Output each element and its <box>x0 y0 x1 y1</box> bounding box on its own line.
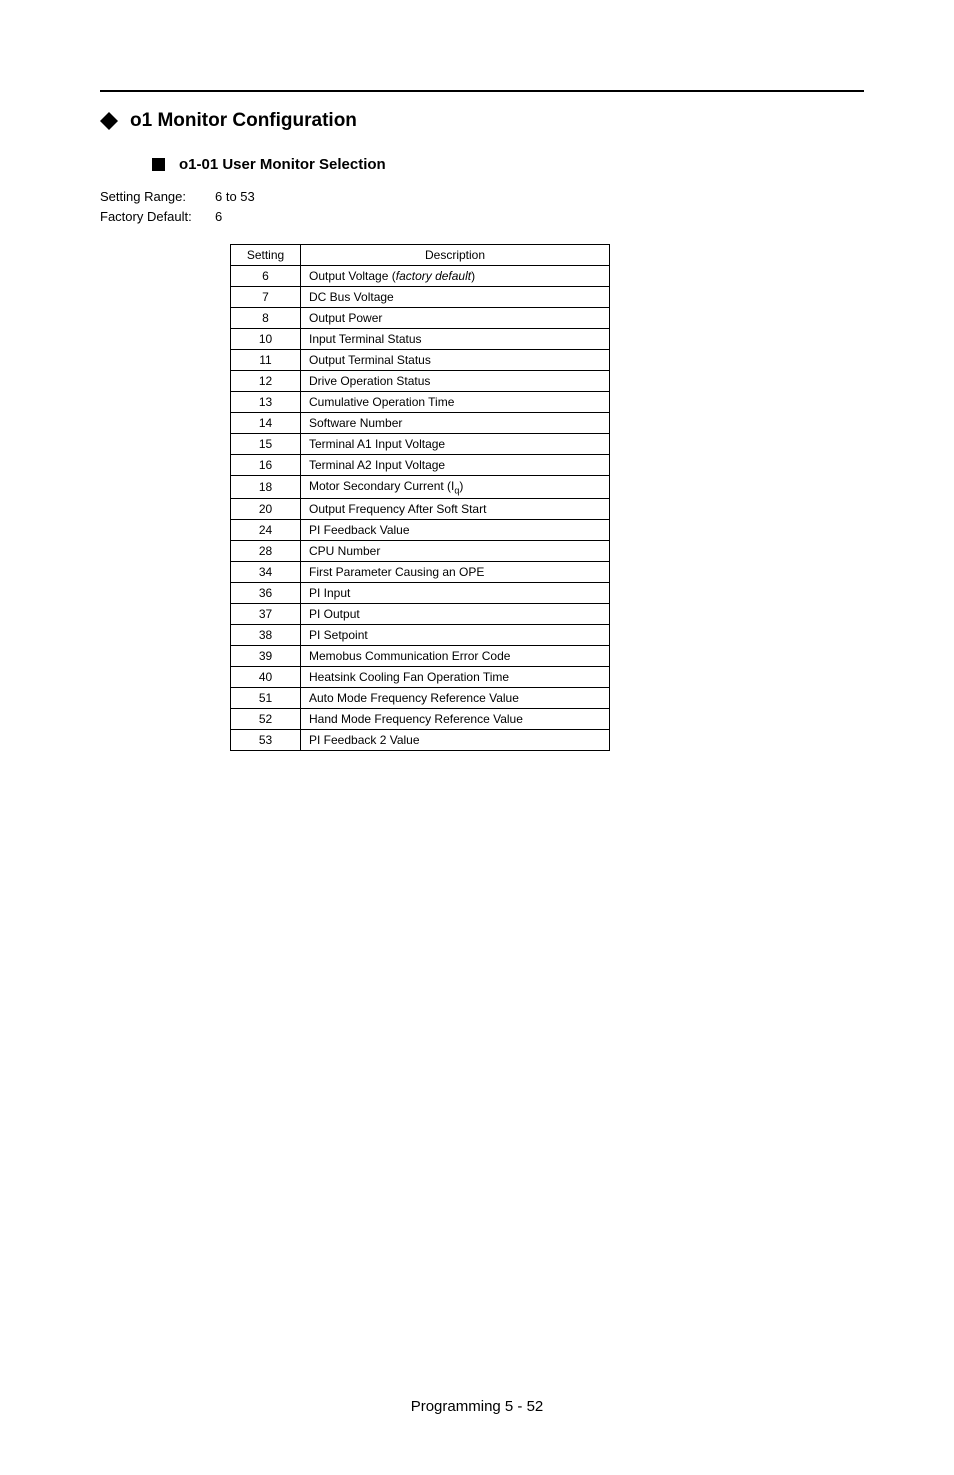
table-row: 37PI Output <box>231 604 610 625</box>
table-cell-setting: 34 <box>231 562 301 583</box>
table-header-description: Description <box>301 245 610 266</box>
table-cell-description: DC Bus Voltage <box>301 287 610 308</box>
table-cell-setting: 6 <box>231 266 301 287</box>
setting-range-row: Setting Range: 6 to 53 <box>100 187 864 207</box>
subsection-title: o1-01 User Monitor Selection <box>152 156 864 173</box>
table-cell-description: Hand Mode Frequency Reference Value <box>301 709 610 730</box>
parameter-block: Setting Range: 6 to 53 Factory Default: … <box>100 187 864 226</box>
table-row: 38PI Setpoint <box>231 625 610 646</box>
table-row: 34First Parameter Causing an OPE <box>231 562 610 583</box>
table-cell-setting: 24 <box>231 520 301 541</box>
table-row: 53PI Feedback 2 Value <box>231 730 610 751</box>
table-cell-description: Terminal A2 Input Voltage <box>301 455 610 476</box>
table-cell-description: PI Feedback Value <box>301 520 610 541</box>
factory-default-value: 6 <box>215 207 222 227</box>
table-cell-description: Heatsink Cooling Fan Operation Time <box>301 667 610 688</box>
table-cell-description: Drive Operation Status <box>301 371 610 392</box>
table-cell-description: Input Terminal Status <box>301 329 610 350</box>
table-row: 16Terminal A2 Input Voltage <box>231 455 610 476</box>
table-cell-description: PI Feedback 2 Value <box>301 730 610 751</box>
table-cell-description: CPU Number <box>301 541 610 562</box>
table-row: 39Memobus Communication Error Code <box>231 646 610 667</box>
table-row: 36PI Input <box>231 583 610 604</box>
table-cell-setting: 37 <box>231 604 301 625</box>
horizontal-rule <box>100 90 864 92</box>
table-cell-setting: 13 <box>231 392 301 413</box>
table-cell-description: Motor Secondary Current (Iq) <box>301 476 610 499</box>
table-row: 52Hand Mode Frequency Reference Value <box>231 709 610 730</box>
square-icon <box>152 158 165 171</box>
subsection-title-text: o1-01 User Monitor Selection <box>179 156 386 173</box>
table-row: 24PI Feedback Value <box>231 520 610 541</box>
subsection-row: o1-01 User Monitor Selection <box>152 156 864 173</box>
table-row: 28CPU Number <box>231 541 610 562</box>
table-cell-setting: 18 <box>231 476 301 499</box>
section-title-row: o1 Monitor Configuration <box>100 110 864 132</box>
table-row: 18Motor Secondary Current (Iq) <box>231 476 610 499</box>
table-cell-setting: 51 <box>231 688 301 709</box>
table-cell-setting: 15 <box>231 434 301 455</box>
table-row: 51Auto Mode Frequency Reference Value <box>231 688 610 709</box>
table-cell-setting: 8 <box>231 308 301 329</box>
factory-default-row: Factory Default: 6 <box>100 207 864 227</box>
table-cell-description: Cumulative Operation Time <box>301 392 610 413</box>
table-row: 8Output Power <box>231 308 610 329</box>
table-cell-description: PI Output <box>301 604 610 625</box>
table-row: 13Cumulative Operation Time <box>231 392 610 413</box>
table-cell-setting: 40 <box>231 667 301 688</box>
table-cell-setting: 14 <box>231 413 301 434</box>
table-row: 20Output Frequency After Soft Start <box>231 499 610 520</box>
table-cell-description: First Parameter Causing an OPE <box>301 562 610 583</box>
page-footer: Programming 5 - 52 <box>0 1398 954 1415</box>
table-cell-setting: 16 <box>231 455 301 476</box>
table-cell-description: PI Setpoint <box>301 625 610 646</box>
table-cell-description: Output Frequency After Soft Start <box>301 499 610 520</box>
table-cell-setting: 12 <box>231 371 301 392</box>
table-cell-setting: 36 <box>231 583 301 604</box>
table-cell-description: Terminal A1 Input Voltage <box>301 434 610 455</box>
table-cell-setting: 10 <box>231 329 301 350</box>
table-header-row: Setting Description <box>231 245 610 266</box>
table-cell-setting: 38 <box>231 625 301 646</box>
table-cell-description: Output Power <box>301 308 610 329</box>
table-cell-setting: 11 <box>231 350 301 371</box>
table-cell-setting: 52 <box>231 709 301 730</box>
table-cell-setting: 20 <box>231 499 301 520</box>
table-cell-setting: 39 <box>231 646 301 667</box>
table-row: 14Software Number <box>231 413 610 434</box>
factory-default-label: Factory Default: <box>100 207 215 227</box>
table-cell-description: Memobus Communication Error Code <box>301 646 610 667</box>
setting-range-value: 6 to 53 <box>215 187 255 207</box>
table-row: 7DC Bus Voltage <box>231 287 610 308</box>
table-cell-description: Auto Mode Frequency Reference Value <box>301 688 610 709</box>
table-cell-description: Output Voltage (factory default) <box>301 266 610 287</box>
table-cell-description: Software Number <box>301 413 610 434</box>
table-cell-setting: 28 <box>231 541 301 562</box>
setting-range-label: Setting Range: <box>100 187 215 207</box>
table-row: 40Heatsink Cooling Fan Operation Time <box>231 667 610 688</box>
monitor-table: Setting Description 6Output Voltage (fac… <box>230 244 610 751</box>
table-row: 12Drive Operation Status <box>231 371 610 392</box>
table-cell-setting: 53 <box>231 730 301 751</box>
table-container: Setting Description 6Output Voltage (fac… <box>230 244 864 751</box>
table-cell-description: PI Input <box>301 583 610 604</box>
table-header-setting: Setting <box>231 245 301 266</box>
table-row: 6Output Voltage (factory default) <box>231 266 610 287</box>
table-row: 11Output Terminal Status <box>231 350 610 371</box>
table-row: 15Terminal A1 Input Voltage <box>231 434 610 455</box>
section-title-text: o1 Monitor Configuration <box>130 110 357 132</box>
table-row: 10Input Terminal Status <box>231 329 610 350</box>
diamond-icon <box>100 112 118 130</box>
table-cell-description: Output Terminal Status <box>301 350 610 371</box>
table-cell-setting: 7 <box>231 287 301 308</box>
